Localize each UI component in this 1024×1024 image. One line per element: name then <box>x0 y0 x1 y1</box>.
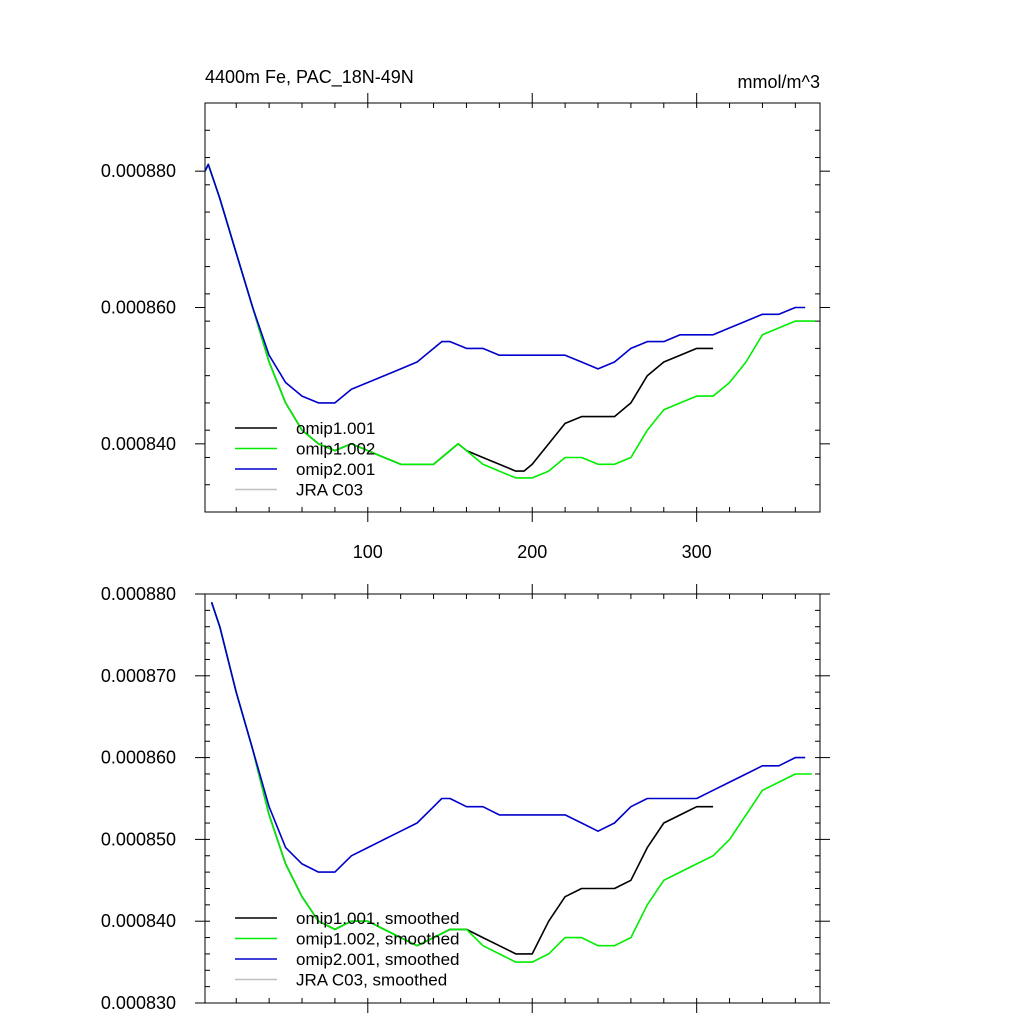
series-line <box>205 163 816 479</box>
y-tick-label: 0.000860 <box>101 298 176 318</box>
y-tick-label: 0.000850 <box>101 829 176 849</box>
x-tick-label: 100 <box>353 542 383 562</box>
y-tick-label: 0.000840 <box>101 911 176 931</box>
legend-label: JRA C03 <box>296 481 363 500</box>
legend-label: omip1.002, smoothed <box>296 930 460 949</box>
legend-label: omip1.001 <box>296 419 375 438</box>
y-tick-label: 0.000840 <box>101 434 176 454</box>
x-tick-label: 200 <box>517 542 547 562</box>
y-tick-label: 0.000830 <box>101 993 176 1013</box>
y-tick-label: 0.000880 <box>101 161 176 181</box>
series-line <box>210 601 812 963</box>
y-tick-label: 0.000870 <box>101 666 176 686</box>
legend-label: omip2.001 <box>296 460 375 479</box>
legend-label: JRA C03, smoothed <box>296 971 447 990</box>
series-line <box>210 601 714 955</box>
y-tick-label: 0.000860 <box>101 748 176 768</box>
series-line <box>210 601 806 873</box>
units-label: mmol/m^3 <box>738 72 820 92</box>
top-panel: 100 200 300 0.000840 0.000860 0.000880 4400m F… <box>101 67 830 562</box>
series-line <box>205 163 806 404</box>
series-line <box>205 163 714 472</box>
legend-label: omip1.002 <box>296 440 375 459</box>
legend-label: omip1.001, smoothed <box>296 909 460 928</box>
plot-frame <box>204 593 821 1004</box>
y-tick-label: 0.000880 <box>101 584 176 604</box>
chart-title: 4400m Fe, PAC_18N-49N <box>205 67 414 88</box>
bottom-panel: 0.000830 0.000840 0.000850 0.000860 0.000870… <box>101 584 830 1013</box>
legend-label: omip2.001, smoothed <box>296 950 460 969</box>
x-tick-label: 300 <box>682 542 712 562</box>
